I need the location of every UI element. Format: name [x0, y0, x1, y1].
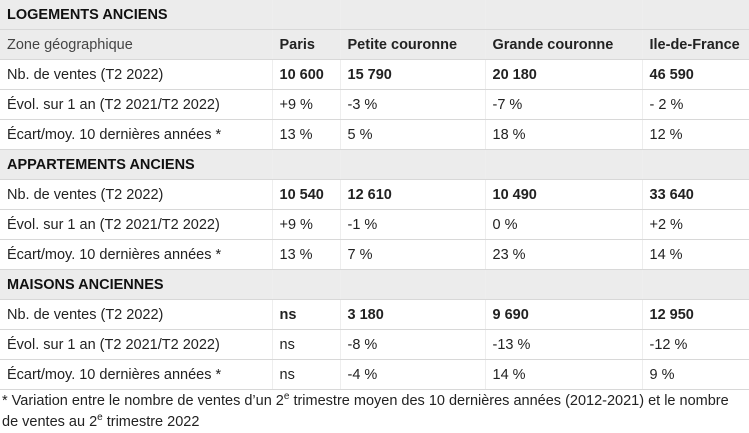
row-label: Écart/moy. 10 dernières années *	[0, 239, 273, 270]
footnote: * Variation entre le nombre de ventes d’…	[0, 390, 749, 433]
cell: 14 %	[485, 359, 643, 390]
cell: 15 790	[340, 59, 486, 90]
cell: 14 %	[642, 239, 749, 270]
cell: 5 %	[340, 119, 486, 150]
data-row: Évol. sur 1 an (T2 2021/T2 2022) ns -8 % -1…	[0, 329, 749, 360]
cell: -8 %	[340, 329, 486, 360]
cell: 10 540	[272, 179, 341, 210]
cell: - 2 %	[642, 89, 749, 120]
cell: -3 %	[340, 89, 486, 120]
data-row: Nb. de ventes (T2 2022) ns 3 180 9 690 12 95…	[0, 299, 749, 330]
row-label: Nb. de ventes (T2 2022)	[0, 59, 273, 90]
data-row: Écart/moy. 10 dernières années * ns -4 % 14…	[0, 359, 749, 390]
footnote-text: trimestre moyen des 10 dernières années …	[2, 393, 729, 430]
row-label: Évol. sur 1 an (T2 2021/T2 2022)	[0, 89, 273, 120]
data-row: Évol. sur 1 an (T2 2021/T2 2022) +9 % -3 %…	[0, 89, 749, 120]
empty-cell	[340, 269, 486, 300]
footnote-text: trimestre 2022	[102, 414, 200, 430]
data-row: Nb. de ventes (T2 2022) 10 600 15 790 20 18…	[0, 59, 749, 90]
cell: 33 640	[642, 179, 749, 210]
cell: 12 950	[642, 299, 749, 330]
cell: 18 %	[485, 119, 643, 150]
empty-cell	[485, 149, 643, 180]
section-title: APPARTEMENTS ANCIENS	[0, 149, 273, 180]
cell: +9 %	[272, 89, 341, 120]
cell: -13 %	[485, 329, 643, 360]
empty-cell	[642, 269, 749, 300]
row-label: Nb. de ventes (T2 2022)	[0, 179, 273, 210]
empty-cell	[642, 149, 749, 180]
empty-cell	[272, 149, 341, 180]
cell: 3 180	[340, 299, 486, 330]
column-header: Paris	[272, 29, 341, 60]
cell: 12 610	[340, 179, 486, 210]
cell: 0 %	[485, 209, 643, 240]
section-title: LOGEMENTS ANCIENS	[0, 0, 273, 30]
column-header: Petite couronne	[340, 29, 486, 60]
empty-cell	[272, 269, 341, 300]
cell: 9 %	[642, 359, 749, 390]
row-label: Écart/moy. 10 dernières années *	[0, 359, 273, 390]
sales-table: LOGEMENTS ANCIENS Zone géographique Paris P…	[0, 0, 749, 390]
section-row: LOGEMENTS ANCIENS	[0, 0, 749, 30]
row-label: Évol. sur 1 an (T2 2021/T2 2022)	[0, 329, 273, 360]
cell: -4 %	[340, 359, 486, 390]
cell: 10 600	[272, 59, 341, 90]
cell: 13 %	[272, 239, 341, 270]
cell: 20 180	[485, 59, 643, 90]
section-title: MAISONS ANCIENNES	[0, 269, 273, 300]
cell: 10 490	[485, 179, 643, 210]
column-header: Ile-de-France	[642, 29, 749, 60]
column-header: Zone géographique	[0, 29, 273, 60]
column-header-row: Zone géographique Paris Petite couronne Gra…	[0, 29, 749, 60]
empty-cell	[642, 0, 749, 30]
cell: ns	[272, 299, 341, 330]
cell: 23 %	[485, 239, 643, 270]
cell: ns	[272, 329, 341, 360]
cell: -7 %	[485, 89, 643, 120]
cell: +9 %	[272, 209, 341, 240]
cell: 12 %	[642, 119, 749, 150]
data-row: Écart/moy. 10 dernières années * 13 % 5 % 1…	[0, 119, 749, 150]
cell: -1 %	[340, 209, 486, 240]
cell: -12 %	[642, 329, 749, 360]
row-label: Évol. sur 1 an (T2 2021/T2 2022)	[0, 209, 273, 240]
superscript: e	[283, 391, 290, 402]
row-label: Écart/moy. 10 dernières années *	[0, 119, 273, 150]
empty-cell	[340, 149, 486, 180]
cell: ns	[272, 359, 341, 390]
cell: 46 590	[642, 59, 749, 90]
row-label: Nb. de ventes (T2 2022)	[0, 299, 273, 330]
cell: 13 %	[272, 119, 341, 150]
superscript: e	[97, 412, 103, 423]
section-row: APPARTEMENTS ANCIENS	[0, 149, 749, 180]
empty-cell	[485, 269, 643, 300]
section-row: MAISONS ANCIENNES	[0, 269, 749, 300]
cell: +2 %	[642, 209, 749, 240]
data-row: Écart/moy. 10 dernières années * 13 % 7 % 2…	[0, 239, 749, 270]
data-row: Nb. de ventes (T2 2022) 10 540 12 610 10 49…	[0, 179, 749, 210]
cell: 7 %	[340, 239, 486, 270]
cell: 9 690	[485, 299, 643, 330]
empty-cell	[485, 0, 643, 30]
empty-cell	[340, 0, 486, 30]
empty-cell	[272, 0, 341, 30]
footnote-text: * Variation entre le nombre de ventes d’…	[2, 393, 284, 409]
data-row: Évol. sur 1 an (T2 2021/T2 2022) +9 % -1 %…	[0, 209, 749, 240]
column-header: Grande couronne	[485, 29, 643, 60]
